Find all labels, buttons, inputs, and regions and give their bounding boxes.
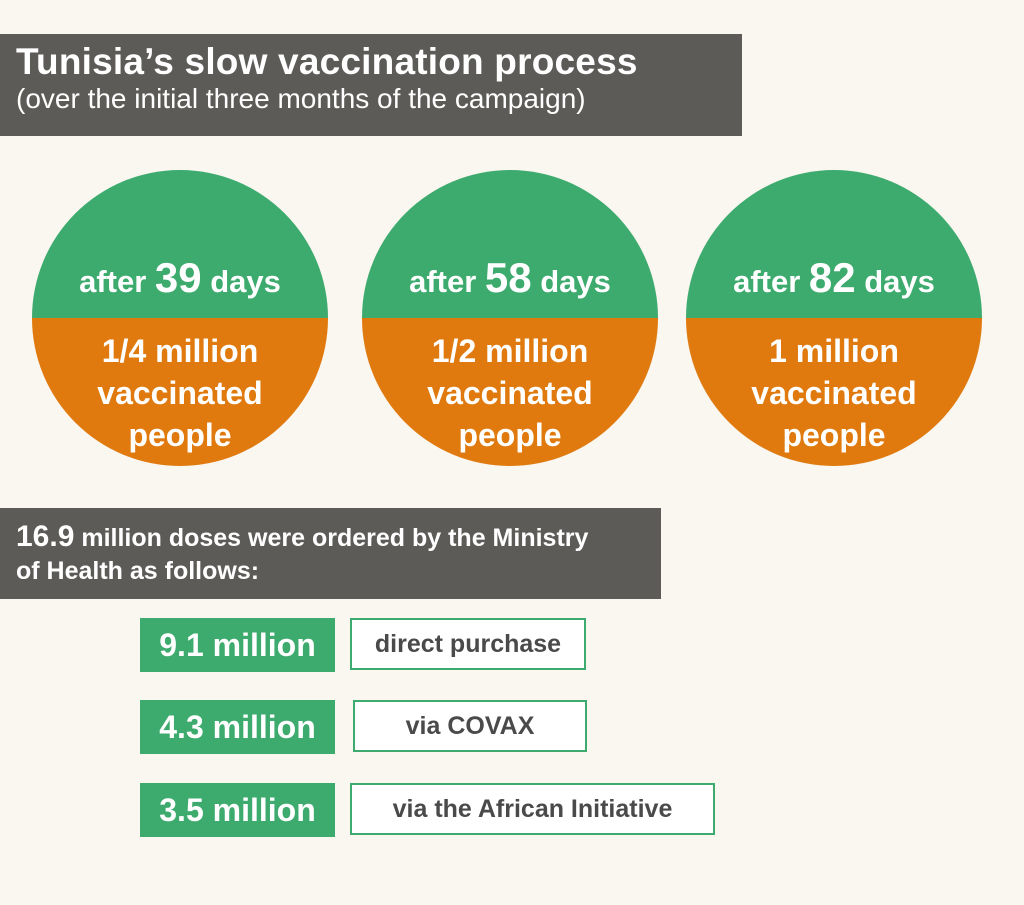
milestone-vaccinated-label: 1/4 million vaccinated people [97, 333, 263, 453]
dose-amount: 3.5 million [140, 783, 335, 837]
milestone-bottom-half [362, 318, 658, 466]
dose-amount: 9.1 million [140, 618, 335, 672]
milestone-days-number: 82 [808, 254, 856, 301]
milestone-days-label: after 58 days [409, 254, 611, 301]
milestone-days-label: after 82 days [733, 254, 935, 301]
dose-method: direct purchase [350, 618, 586, 670]
milestone-bottom-half [32, 318, 328, 466]
dose-row-3: 3.5 million via the African Initiative [0, 783, 1024, 839]
title-banner: Tunisia’s slow vaccination process (over… [0, 34, 742, 136]
dose-amount: 4.3 million [140, 700, 335, 754]
milestone-circle-1: after 39 days 1/4 million vaccinated peo… [32, 170, 328, 466]
milestone-top-half [362, 170, 658, 318]
milestone-top-half [686, 170, 982, 318]
milestone-top-half [32, 170, 328, 318]
dose-method: via COVAX [353, 700, 587, 752]
doses-text-line1: million doses were ordered by the Minist… [74, 524, 589, 552]
doses-banner: 16.9 million doses were ordered by the M… [0, 508, 661, 599]
doses-text-line2: of Health as follows: [16, 557, 260, 585]
dose-method: via the African Initiative [350, 783, 715, 835]
milestone-circle-3: after 82 days 1 million vaccinated peopl… [686, 170, 982, 466]
dose-row-1: 9.1 million direct purchase [0, 618, 1024, 674]
dose-row-2: 4.3 million via COVAX [0, 700, 1024, 756]
milestone-days-label: after 39 days [79, 254, 281, 301]
milestone-circle-2: after 58 days 1/2 million vaccinated peo… [362, 170, 658, 466]
page-title: Tunisia’s slow vaccination process [16, 41, 638, 82]
milestone-days-number: 58 [484, 254, 532, 301]
milestone-bottom-half [686, 318, 982, 466]
milestone-vaccinated-label: 1 million vaccinated people [751, 333, 917, 453]
milestone-vaccinated-label: 1/2 million vaccinated people [427, 333, 593, 453]
milestone-days-number: 39 [154, 254, 202, 301]
doses-total: 16.9 [16, 520, 75, 553]
page-subtitle: (over the initial three months of the ca… [16, 82, 586, 114]
